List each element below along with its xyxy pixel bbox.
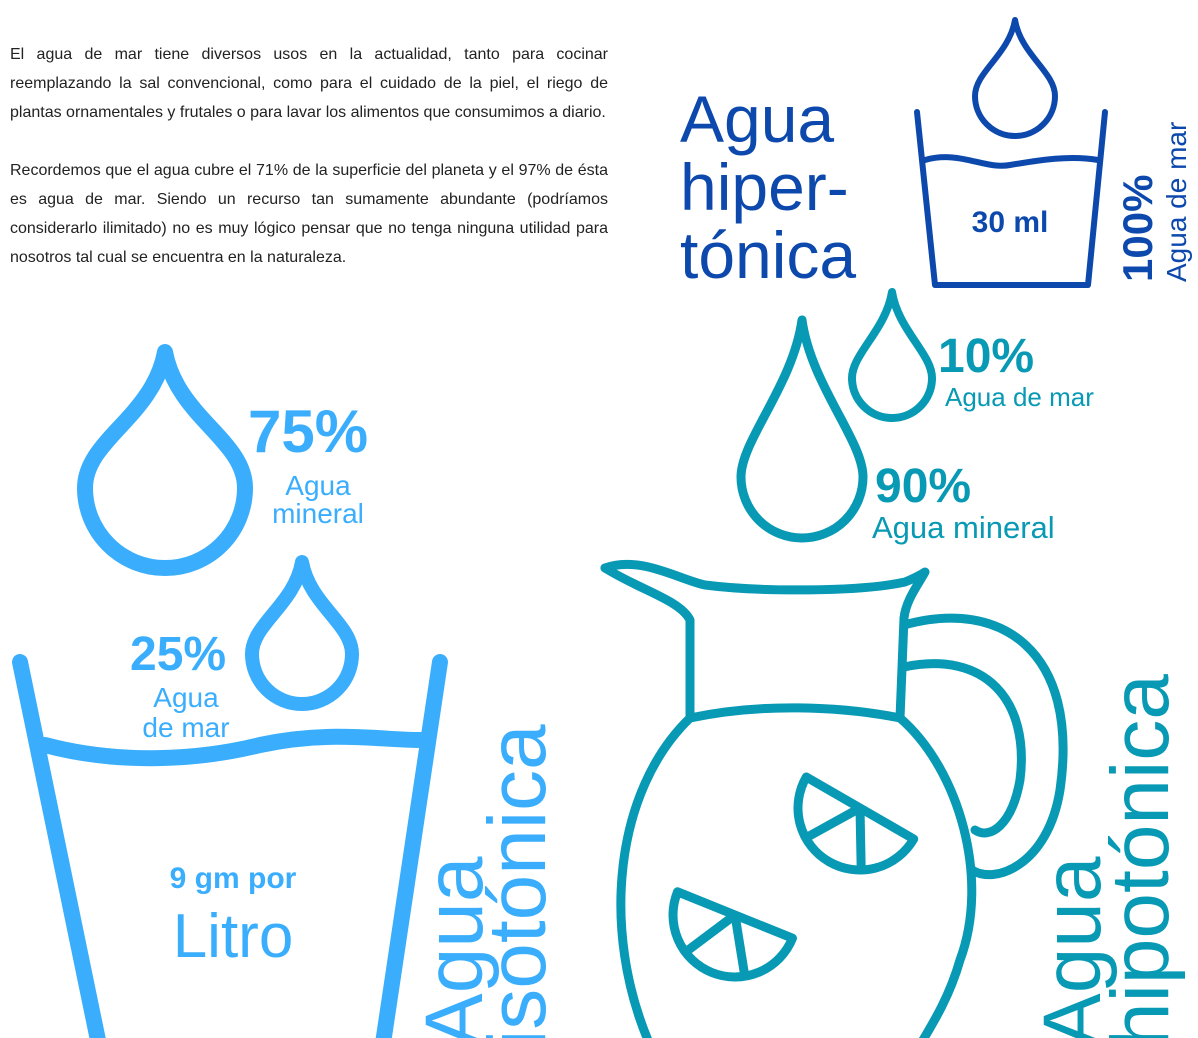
percent: 90% xyxy=(875,460,971,513)
pitcher xyxy=(605,564,1063,1038)
title-line: Agua xyxy=(680,82,834,156)
label: Agua xyxy=(153,682,219,713)
title-line: hipotónica xyxy=(1095,674,1186,1038)
drop xyxy=(741,320,863,538)
percent: 25% xyxy=(130,628,226,681)
label: Agua de mar xyxy=(945,382,1094,412)
volume: 30 ml xyxy=(972,206,1049,239)
title-line: hiper- xyxy=(680,150,849,224)
glass xyxy=(20,662,440,1038)
infographic: Agua hiper- tónica 30 ml 100% Agua de ma… xyxy=(0,0,1198,1038)
title-line: tónica xyxy=(680,218,856,292)
amount: 9 gm por xyxy=(170,862,297,895)
percent: 100% xyxy=(1114,175,1161,282)
label: Agua xyxy=(285,470,351,501)
label: Agua mineral xyxy=(872,510,1055,545)
title-line: isotónica xyxy=(472,724,563,1038)
page: El agua de mar tiene diversos usos en la… xyxy=(0,0,1198,1038)
amount: Litro xyxy=(173,902,294,971)
label: Agua de mar xyxy=(1161,122,1192,282)
drop xyxy=(85,352,245,568)
percent: 10% xyxy=(938,330,1034,383)
label: de mar xyxy=(142,712,229,743)
label: mineral xyxy=(272,498,364,529)
drop xyxy=(975,20,1055,136)
drop xyxy=(252,562,352,704)
drop xyxy=(852,292,932,418)
percent: 75% xyxy=(248,398,368,465)
